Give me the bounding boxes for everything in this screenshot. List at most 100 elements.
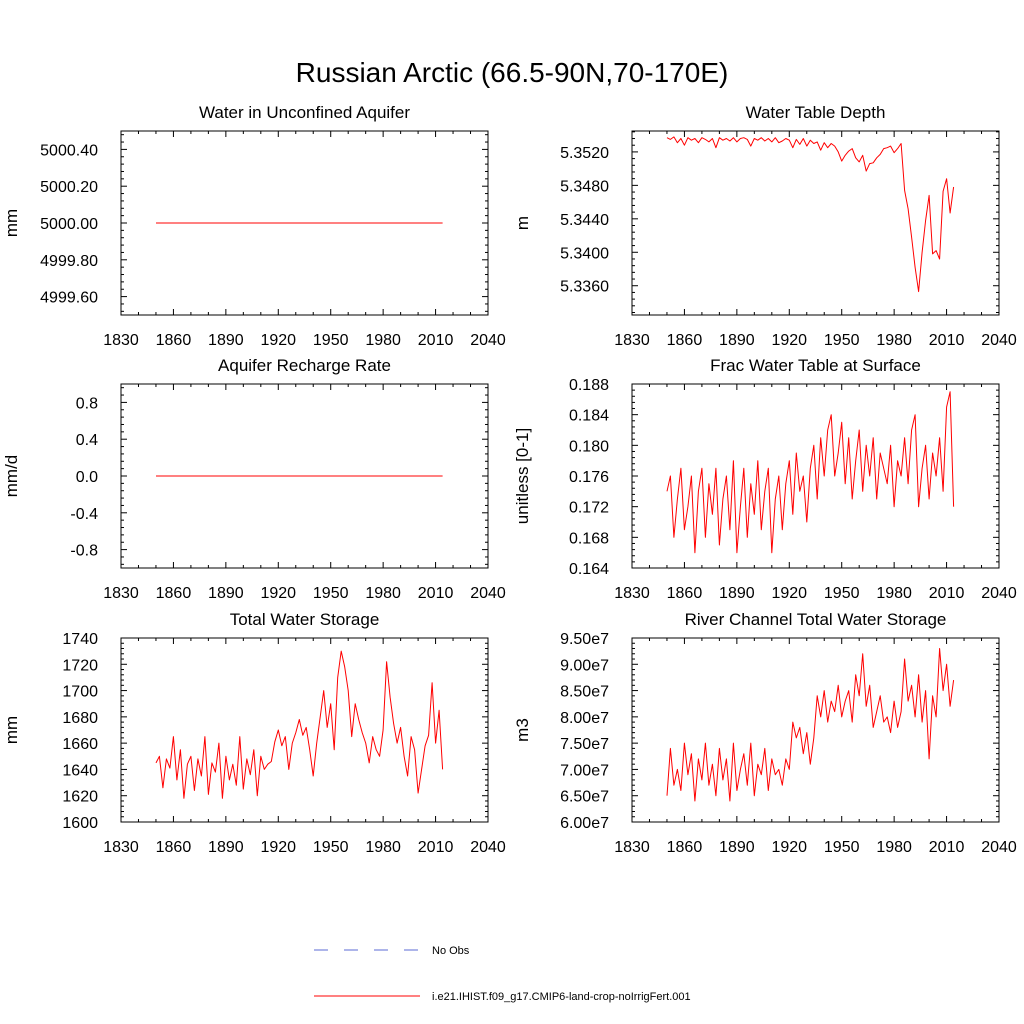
- panel-total-water-storage: Total Water Storage mm 1830 1860 1890 1920 195…: [2, 610, 506, 856]
- y-tick-label: 5.3440: [560, 212, 609, 229]
- x-tick-label: 1860: [156, 839, 192, 856]
- x-tick-label: 2010: [929, 332, 965, 349]
- y-tick-label: 1720: [62, 657, 98, 674]
- x-tick-label: 1950: [313, 332, 349, 349]
- panel-title: River Channel Total Water Storage: [685, 610, 947, 629]
- y-tick-label: 0.176: [569, 469, 609, 486]
- y-tick-label: 1740: [62, 631, 98, 648]
- x-tick-label: 1890: [719, 839, 755, 856]
- y-tick-label: 5.3400: [560, 245, 609, 262]
- y-tick-label: 7.50e7: [560, 736, 609, 753]
- series-line-water-table-depth: [666, 136, 955, 293]
- x-tick-label: 2040: [981, 839, 1017, 856]
- y-tick-label: 5000.00: [40, 216, 98, 233]
- y-tick-label: 4999.80: [40, 253, 98, 270]
- x-tick-label: 1980: [876, 332, 912, 349]
- legend-label-model-run: i.e21.IHIST.f09_g17.CMIP6-land-crop-noIr…: [432, 991, 691, 1003]
- x-tick-label: 1830: [103, 839, 139, 856]
- panel-title: Aquifer Recharge Rate: [218, 356, 391, 375]
- x-tick-label: 2010: [929, 585, 965, 602]
- y-tick-label: 9.00e7: [560, 657, 609, 674]
- panel-aquifer-recharge-rate: Aquifer Recharge Rate mm/d 1830 1860 1890 192…: [2, 356, 506, 602]
- x-tick-label: 1830: [614, 585, 650, 602]
- y-tick-label: 5.3360: [560, 279, 609, 296]
- x-tick-label: 1980: [876, 839, 912, 856]
- series-line-river-channel-total-water-storage: [666, 648, 955, 802]
- y-axis-label: m: [513, 216, 532, 230]
- x-tick-label: 1920: [771, 332, 807, 349]
- x-tick-label: 1830: [103, 585, 139, 602]
- x-tick-label: 1980: [365, 585, 401, 602]
- x-tick-label: 1860: [667, 332, 703, 349]
- x-tick-label: 2040: [470, 332, 506, 349]
- x-tick-label: 1830: [614, 332, 650, 349]
- y-tick-label: 0.8: [76, 395, 98, 412]
- x-tick-label: 1890: [208, 585, 244, 602]
- y-tick-label: 7.00e7: [560, 762, 609, 779]
- y-tick-label: 4999.60: [40, 290, 98, 307]
- y-tick-label: 8.50e7: [560, 684, 609, 701]
- x-tick-label: 1950: [824, 585, 860, 602]
- x-tick-label: 1860: [667, 839, 703, 856]
- y-axis-label: unitless [0-1]: [513, 428, 532, 524]
- x-tick-label: 1950: [824, 839, 860, 856]
- x-tick-label: 2010: [418, 839, 454, 856]
- x-tick-label: 1860: [156, 585, 192, 602]
- x-tick-label: 2040: [470, 839, 506, 856]
- series-line-total-water-storage: [155, 650, 444, 799]
- y-tick-label: 5.3480: [560, 178, 609, 195]
- panel-title: Water in Unconfined Aquifer: [199, 103, 410, 122]
- y-tick-label: 1620: [62, 789, 98, 806]
- y-tick-label: 6.00e7: [560, 815, 609, 832]
- plot-frame: [631, 130, 1000, 316]
- panel-title: Total Water Storage: [230, 610, 380, 629]
- x-tick-label: 1830: [103, 332, 139, 349]
- y-tick-label: 6.50e7: [560, 789, 609, 806]
- y-axis-label: mm: [2, 209, 21, 237]
- y-tick-label: 0.172: [569, 500, 609, 517]
- x-tick-label: 1950: [313, 585, 349, 602]
- y-tick-label: 1680: [62, 710, 98, 727]
- panel-grid: Water in Unconfined Aquifer mm 1830 1860 189…: [2, 103, 1017, 856]
- x-tick-label: 1890: [208, 332, 244, 349]
- x-tick-label: 1950: [313, 839, 349, 856]
- y-tick-label: 9.50e7: [560, 631, 609, 648]
- x-tick-label: 1950: [824, 332, 860, 349]
- legend-label-no-obs: No Obs: [432, 945, 470, 957]
- y-tick-label: 1640: [62, 762, 98, 779]
- y-tick-label: 1660: [62, 736, 98, 753]
- x-tick-label: 1920: [260, 839, 296, 856]
- y-tick-label: -0.8: [70, 543, 98, 560]
- x-tick-label: 1860: [156, 332, 192, 349]
- y-tick-label: 1600: [62, 815, 98, 832]
- y-tick-label: 0.180: [569, 438, 609, 455]
- x-tick-label: 1980: [876, 585, 912, 602]
- x-tick-label: 2040: [981, 332, 1017, 349]
- y-tick-label: 8.00e7: [560, 710, 609, 727]
- x-tick-label: 2040: [470, 585, 506, 602]
- x-tick-label: 1980: [365, 839, 401, 856]
- y-tick-label: -0.4: [70, 506, 98, 523]
- plot-frame: [631, 637, 1000, 823]
- y-tick-label: 0.168: [569, 530, 609, 547]
- panel-title: Frac Water Table at Surface: [710, 356, 921, 375]
- x-tick-label: 1920: [771, 839, 807, 856]
- x-tick-label: 2010: [418, 585, 454, 602]
- x-tick-label: 1830: [614, 839, 650, 856]
- panel-title: Water Table Depth: [746, 103, 886, 122]
- x-tick-label: 2010: [929, 839, 965, 856]
- x-tick-label: 1920: [260, 585, 296, 602]
- y-tick-label: 5.3520: [560, 145, 609, 162]
- y-tick-label: 0.0: [76, 469, 98, 486]
- x-tick-label: 1890: [719, 332, 755, 349]
- x-tick-label: 1980: [365, 332, 401, 349]
- legend: No Obs i.e21.IHIST.f09_g17.CMIP6-land-cr…: [314, 945, 691, 1003]
- x-tick-label: 2010: [418, 332, 454, 349]
- y-tick-label: 5000.20: [40, 179, 98, 196]
- panel-water-table-depth: Water Table Depth m 1830 1860 1890 1920 1950 19…: [513, 103, 1017, 349]
- y-axis-label: mm/d: [2, 455, 21, 498]
- y-axis-label: m3: [513, 718, 532, 742]
- x-tick-label: 1860: [667, 585, 703, 602]
- y-axis-label: mm: [2, 716, 21, 744]
